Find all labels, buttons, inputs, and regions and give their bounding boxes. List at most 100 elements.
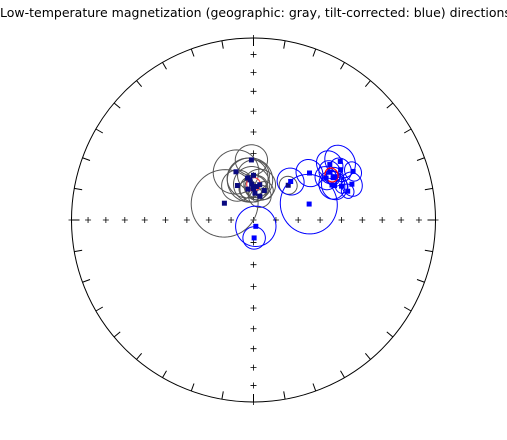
grid-cross [317, 217, 324, 223]
grid-cross [250, 382, 257, 389]
rim-tick-100 [424, 249, 433, 253]
grid-cross [295, 217, 302, 223]
rim-tick-70 [416, 157, 425, 161]
tilt-corrected-a95-circle-15 [242, 226, 266, 250]
rim-tick-350 [221, 40, 224, 49]
rim-tick-250 [82, 279, 91, 283]
rim-tick-30 [340, 62, 345, 70]
rim-tick-320 [136, 80, 143, 88]
grid-cross [250, 35, 257, 41]
rim-tick-80 [424, 187, 433, 191]
geographic-a95-circle-10 [234, 144, 269, 176]
grid-cross [250, 88, 257, 95]
geographic-direction-point-2 [253, 184, 259, 190]
geographic-a95-circle-14 [278, 175, 298, 195]
grid-cross [379, 217, 386, 223]
rim-tick-40 [364, 80, 371, 88]
tilt-corrected-direction-point-10 [332, 183, 338, 189]
rim-tick-140 [364, 352, 371, 360]
tilt-corrected-direction-point-8 [349, 181, 355, 187]
grid-cross [250, 325, 257, 332]
tilt-corrected-direction-point-4 [338, 167, 344, 173]
chart-title: Low-temperature magnetization (geographi… [0, 5, 507, 20]
grid-cross [415, 217, 422, 223]
rim-tick-190 [221, 391, 224, 400]
rim-tick-110 [416, 279, 425, 283]
grid-cross [250, 345, 257, 352]
geographic-direction-point-6 [247, 177, 253, 183]
grid-cross [250, 69, 257, 76]
tilt-corrected-direction-point-7 [350, 168, 356, 174]
geographic-direction-point-7 [251, 172, 256, 178]
tilt-corrected-direction-point-9 [323, 175, 329, 181]
grid-cross [205, 217, 212, 223]
grid-cross [250, 150, 257, 157]
grid-cross [250, 51, 257, 58]
grid-cross [162, 217, 169, 223]
geographic-direction-point-15 [257, 193, 263, 199]
tilt-corrected-a95-circle-17 [276, 167, 305, 196]
geographic-direction-point-12 [221, 200, 227, 206]
geographic-direction-point-8 [261, 188, 267, 194]
grid-cross [432, 217, 439, 223]
rim-tick-150 [340, 370, 345, 378]
tilt-corrected-a95-circle-9 [314, 166, 338, 191]
grid-cross [102, 217, 109, 223]
geographic-direction-point-3 [245, 186, 251, 192]
grid-cross [228, 217, 235, 223]
tilt-corrected-direction-point-17 [288, 179, 294, 185]
grid-cross [68, 217, 75, 223]
geographic-a95-circle-15 [248, 184, 272, 208]
grid-cross [141, 217, 148, 223]
tilt-corrected-direction-point-5 [339, 183, 345, 189]
rim-tick-210 [162, 370, 167, 378]
grid-cross [121, 217, 128, 223]
rim-tick-50 [386, 102, 394, 109]
grid-cross [250, 283, 257, 290]
grid-cross [250, 261, 257, 268]
grid-cross [250, 364, 257, 371]
rim-tick-300 [95, 128, 104, 134]
rim-tick-290 [82, 157, 91, 161]
tilt-corrected-direction-point-0 [327, 162, 333, 168]
grid-cross [250, 305, 257, 312]
tilt-corrected-direction-point-14 [306, 201, 312, 207]
tilt-corrected-mean-a95-circle [324, 167, 339, 183]
geographic-direction-point-4 [257, 182, 263, 188]
rim-tick-170 [283, 391, 286, 400]
rim-tick-120 [403, 306, 412, 312]
geographic-direction-point-1 [251, 186, 256, 192]
geographic-direction-point-9 [234, 183, 240, 189]
geographic-direction-point-14 [285, 182, 291, 188]
geographic-direction-point-10 [248, 157, 254, 163]
tilt-corrected-direction-point-15 [251, 235, 257, 241]
tilt-corrected-direction-point-13 [330, 175, 336, 181]
rim-tick-310 [113, 102, 121, 109]
geographic-direction-point-11 [233, 169, 239, 175]
tilt-corrected-a95-circle-12 [295, 158, 324, 188]
geographic-direction-point-13 [252, 190, 258, 196]
grid-cross [183, 217, 190, 223]
geographic-direction-point-0 [249, 181, 255, 187]
tilt-corrected-direction-point-1 [327, 169, 333, 175]
geographic-a95-circle-6 [226, 157, 274, 203]
rim-tick-260 [74, 249, 83, 253]
tilt-corrected-direction-point-12 [306, 170, 312, 176]
rim-tick-240 [95, 306, 104, 312]
grid-cross [85, 217, 92, 223]
tilt-corrected-a95-circle-7 [344, 161, 363, 182]
grid-cross [250, 108, 257, 115]
tilt-corrected-direction-point-3 [329, 182, 335, 188]
rim-tick-280 [74, 187, 83, 191]
rim-tick-220 [136, 352, 143, 360]
rim-tick-60 [403, 128, 412, 134]
rim-tick-10 [283, 40, 286, 49]
rim-tick-330 [162, 62, 167, 70]
rim-tick-340 [190, 48, 195, 57]
grid-cross [250, 399, 257, 405]
rim-tick-200 [190, 383, 195, 392]
rim-tick-160 [312, 383, 317, 392]
tilt-corrected-direction-point-11 [345, 188, 351, 194]
grid-cross [250, 128, 257, 135]
